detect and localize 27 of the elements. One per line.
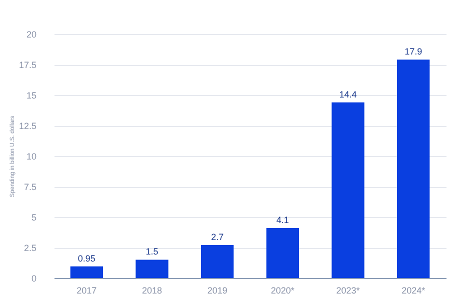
- data-label: 14.4: [339, 89, 357, 100]
- bar: [70, 266, 103, 278]
- bar: [397, 60, 430, 278]
- y-tick-label: 0: [31, 274, 36, 284]
- data-label: 4.1: [276, 214, 289, 225]
- x-tick-label: 2023*: [336, 286, 360, 296]
- x-tick-label: 2018: [142, 286, 162, 296]
- data-label: 2.7: [211, 232, 224, 242]
- bar: [266, 228, 299, 278]
- y-tick-label: 12.5: [18, 121, 36, 131]
- x-tick-label: 2019: [207, 286, 228, 296]
- y-tick-label: 17.5: [18, 60, 36, 70]
- x-tick-label: 2017: [76, 286, 97, 296]
- x-tick-label: 2020*: [270, 286, 295, 296]
- data-label: 1.5: [146, 246, 158, 257]
- bar: [332, 102, 364, 278]
- y-tick-label: 10: [26, 152, 36, 162]
- bar: [136, 260, 168, 278]
- y-tick-label: 5: [31, 212, 36, 222]
- y-tick-label: 15: [26, 90, 36, 100]
- bar: [201, 245, 234, 278]
- y-tick-label: 7.5: [24, 182, 36, 192]
- x-tick-label: 2024*: [402, 286, 426, 296]
- data-label: 17.9: [404, 46, 422, 57]
- y-tick-label: 20: [26, 30, 36, 40]
- data-label: 0.95: [78, 253, 96, 264]
- y-tick-label: 2.5: [24, 243, 36, 253]
